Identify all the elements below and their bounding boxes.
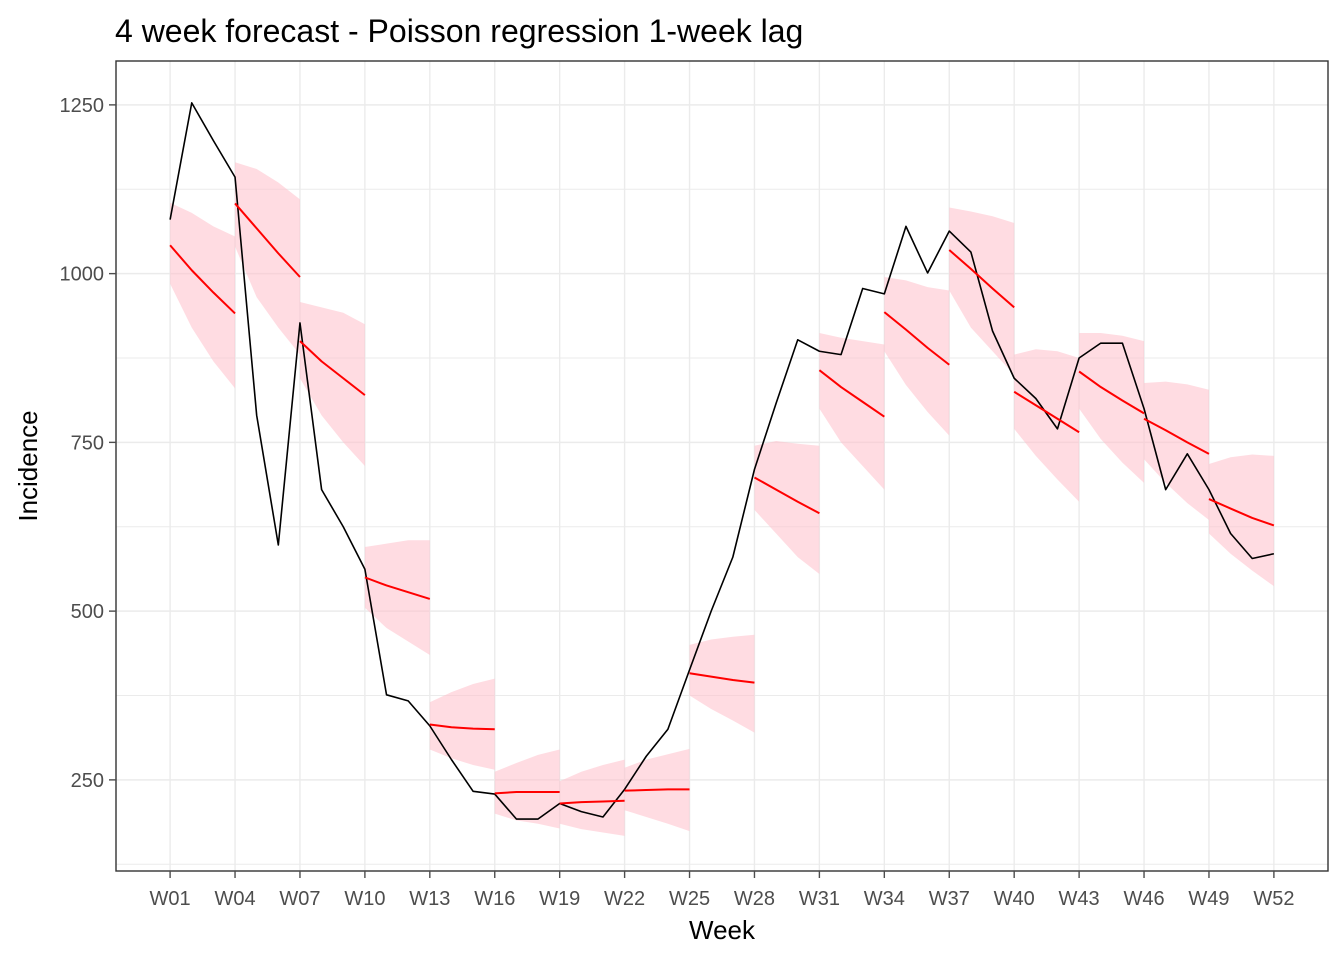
x-tick-label: W34 bbox=[864, 888, 905, 910]
forecast-interval-band bbox=[235, 162, 300, 355]
x-tick-label: W49 bbox=[1188, 888, 1229, 910]
forecast-interval-band bbox=[494, 749, 560, 829]
x-tick-label: W10 bbox=[344, 888, 385, 910]
y-tick-label: 250 bbox=[71, 770, 104, 792]
x-tick-label: W46 bbox=[1123, 888, 1164, 910]
forecast-mean-line bbox=[1013, 390, 1080, 434]
y-axis-title: Incidence bbox=[13, 410, 43, 521]
forecast-mean-line bbox=[948, 249, 1015, 309]
x-tick-label: W22 bbox=[604, 888, 645, 910]
x-tick-label: W28 bbox=[734, 888, 775, 910]
y-tick-label: 750 bbox=[71, 432, 104, 454]
forecast-interval-band bbox=[689, 634, 755, 733]
forecast-interval-band bbox=[559, 759, 625, 836]
x-tick-label: W01 bbox=[150, 888, 191, 910]
forecast-intervals bbox=[170, 162, 1274, 836]
x-axis-title: Week bbox=[689, 915, 756, 945]
x-tick-label: W19 bbox=[539, 888, 580, 910]
x-tick-label: W07 bbox=[279, 888, 320, 910]
chart-title: 4 week forecast - Poisson regression 1-w… bbox=[115, 13, 803, 49]
forecast-interval-band bbox=[1079, 333, 1145, 483]
forecast-mean-line bbox=[1143, 417, 1210, 455]
x-tick-label: W04 bbox=[214, 888, 255, 910]
x-tick-label: W13 bbox=[409, 888, 450, 910]
forecast-interval-band bbox=[819, 333, 885, 490]
forecast-series bbox=[169, 202, 1275, 805]
forecast-mean-line bbox=[364, 576, 431, 600]
x-tick-label: W31 bbox=[799, 888, 840, 910]
forecast-interval-band bbox=[1014, 349, 1080, 502]
forecast-interval-band bbox=[884, 277, 950, 436]
forecast-mean-line bbox=[883, 311, 950, 366]
forecast-mean-line bbox=[429, 723, 495, 731]
x-tick-label: W25 bbox=[669, 888, 710, 910]
x-axis: W01 W04 W07 W10 W13 W16 W19 W22 W25 W28 W31 W34 W37 W… bbox=[150, 871, 1294, 910]
y-tick-label: 1000 bbox=[60, 264, 105, 286]
x-tick-label: W37 bbox=[929, 888, 970, 910]
forecast-interval-band bbox=[1208, 454, 1274, 587]
forecast-mean-line bbox=[234, 202, 301, 278]
observed-line bbox=[169, 102, 1275, 820]
forecast-interval-band bbox=[170, 202, 236, 389]
x-tick-label: W40 bbox=[994, 888, 1035, 910]
x-tick-label: W43 bbox=[1059, 888, 1100, 910]
forecast-mean-line bbox=[169, 244, 236, 315]
forecast-mean-line bbox=[299, 340, 366, 396]
forecast-mean-line bbox=[753, 476, 820, 515]
forecast-interval-band bbox=[299, 301, 365, 466]
forecast-interval-band bbox=[1144, 381, 1209, 520]
forecast-interval-band bbox=[754, 441, 820, 574]
x-tick-label: W52 bbox=[1253, 888, 1294, 910]
forecast-mean-line bbox=[1078, 370, 1145, 415]
panel-border bbox=[115, 60, 1329, 872]
forecast-mean-line bbox=[818, 369, 885, 418]
forecast-mean-line bbox=[494, 791, 560, 795]
forecast-mean-line bbox=[1208, 498, 1275, 527]
forecast-mean-line bbox=[559, 799, 625, 805]
grid-major bbox=[116, 61, 1328, 871]
forecast-interval-band bbox=[429, 678, 495, 770]
x-tick-label: W16 bbox=[474, 888, 515, 910]
forecast-mean-line bbox=[624, 788, 690, 792]
forecast-interval-band bbox=[364, 540, 430, 655]
forecast-mean-line bbox=[689, 672, 755, 684]
observed-series bbox=[169, 102, 1275, 820]
y-tick-label: 500 bbox=[71, 601, 104, 623]
y-axis: 250 500 750 1000 1250 bbox=[60, 95, 116, 792]
y-tick-label: 1250 bbox=[60, 95, 105, 117]
